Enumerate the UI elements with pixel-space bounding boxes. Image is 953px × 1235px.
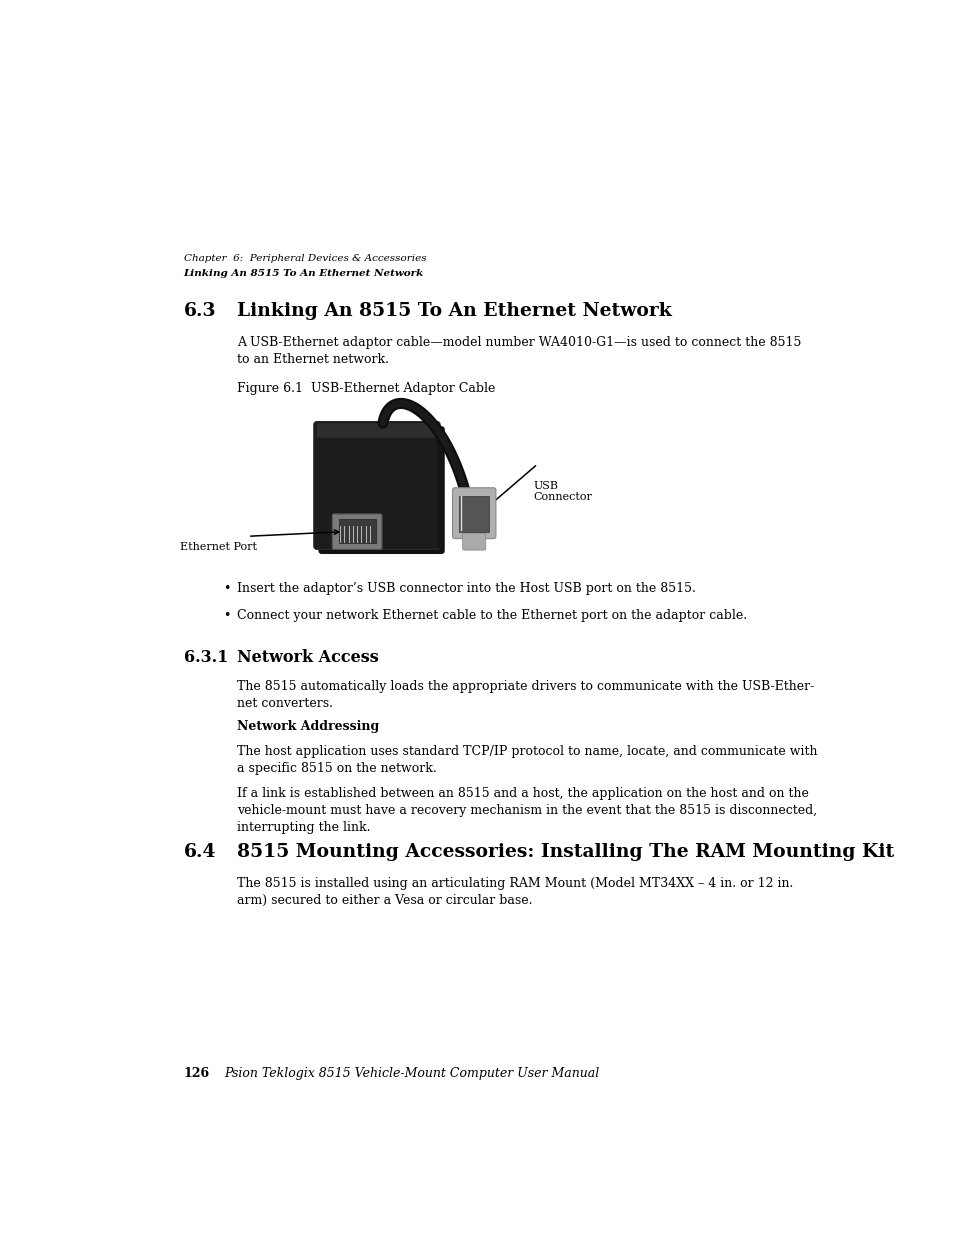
Text: A USB-Ethernet adaptor cable—model number WA4010-G1—is used to connect the 8515
: A USB-Ethernet adaptor cable—model numbe… — [236, 336, 801, 366]
Text: 8515 Mounting Accessories: Installing The RAM Mounting Kit: 8515 Mounting Accessories: Installing Th… — [236, 842, 893, 861]
Text: Linking An 8515 To An Ethernet Network: Linking An 8515 To An Ethernet Network — [236, 303, 671, 320]
FancyBboxPatch shape — [459, 496, 488, 531]
Text: Connect your network Ethernet cable to the Ethernet port on the adaptor cable.: Connect your network Ethernet cable to t… — [236, 609, 746, 622]
Text: Psion Teklogix 8515 Vehicle-Mount Computer User Manual: Psion Teklogix 8515 Vehicle-Mount Comput… — [224, 1067, 598, 1079]
Text: The 8515 is installed using an articulating RAM Mount (Model MT34XX – 4 in. or 1: The 8515 is installed using an articulat… — [236, 877, 793, 908]
Text: USB
Connector: USB Connector — [534, 480, 592, 503]
Text: 126: 126 — [183, 1067, 210, 1079]
Text: •: • — [223, 609, 231, 622]
Text: 6.3.1: 6.3.1 — [183, 650, 228, 667]
FancyBboxPatch shape — [332, 514, 381, 550]
FancyBboxPatch shape — [462, 534, 485, 550]
Text: 6.3: 6.3 — [183, 303, 216, 320]
Text: •: • — [223, 583, 231, 595]
FancyBboxPatch shape — [316, 424, 436, 437]
Polygon shape — [436, 425, 443, 550]
Text: Figure 6.1  USB-Ethernet Adaptor Cable: Figure 6.1 USB-Ethernet Adaptor Cable — [236, 383, 495, 395]
Text: Network Access: Network Access — [236, 650, 378, 667]
Text: Insert the adaptor’s USB connector into the Host USB port on the 8515.: Insert the adaptor’s USB connector into … — [236, 583, 695, 595]
Text: Linking An 8515 To An Ethernet Network: Linking An 8515 To An Ethernet Network — [183, 269, 423, 278]
FancyBboxPatch shape — [338, 519, 375, 543]
Text: Network Addressing: Network Addressing — [236, 720, 379, 734]
Text: Ethernet Port: Ethernet Port — [179, 542, 256, 552]
Text: Chapter  6:  Peripheral Devices & Accessories: Chapter 6: Peripheral Devices & Accessor… — [183, 254, 426, 263]
Text: The 8515 automatically loads the appropriate drivers to communicate with the USB: The 8515 automatically loads the appropr… — [236, 680, 814, 710]
FancyBboxPatch shape — [318, 426, 444, 555]
Text: If a link is established between an 8515 and a host, the application on the host: If a link is established between an 8515… — [236, 787, 817, 835]
FancyBboxPatch shape — [452, 488, 496, 538]
Text: The host application uses standard TCP/IP protocol to name, locate, and communic: The host application uses standard TCP/I… — [236, 745, 817, 774]
FancyBboxPatch shape — [314, 421, 439, 550]
Text: 6.4: 6.4 — [183, 842, 215, 861]
